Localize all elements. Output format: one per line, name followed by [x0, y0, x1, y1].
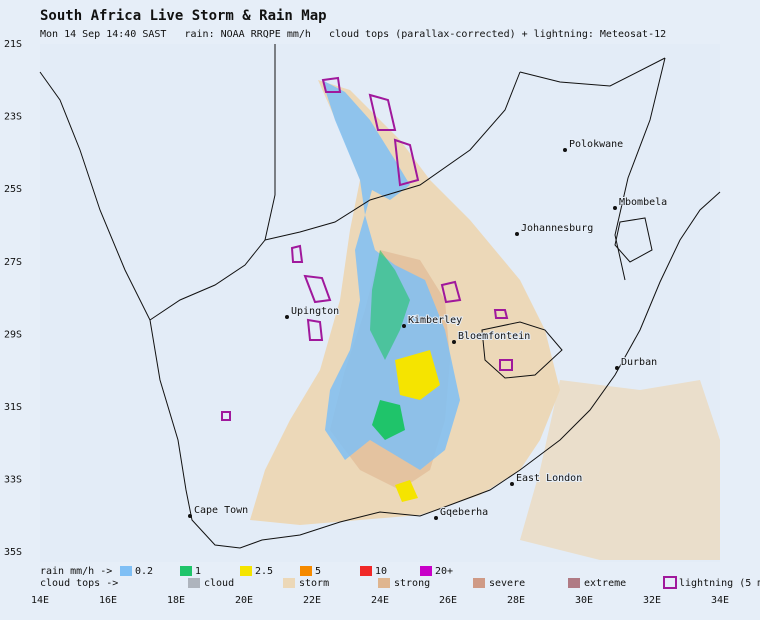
- lon-label: 14E: [31, 595, 49, 606]
- lon-label: 34E: [711, 595, 729, 606]
- city-label: Durban: [621, 357, 657, 368]
- lon-label: 20E: [235, 595, 253, 606]
- cloud-swatch: [283, 578, 295, 588]
- lat-label: 27S: [4, 257, 22, 268]
- lightning: [290, 244, 304, 263]
- rain-label: 2.5: [255, 566, 273, 577]
- rain-label: 10: [375, 566, 387, 577]
- rain-swatch: [360, 566, 372, 576]
- city-label: Polokwane: [569, 139, 623, 150]
- city-dot: [510, 482, 514, 486]
- rain-area: [395, 350, 440, 400]
- lightning: [499, 359, 513, 371]
- city-dot: [285, 315, 289, 319]
- border: [149, 44, 276, 321]
- lat-label: 29S: [4, 329, 22, 340]
- cloud-label: strong: [394, 578, 430, 589]
- lightning: [321, 76, 342, 93]
- cloud-swatch: [188, 578, 200, 588]
- lat-label: 23S: [4, 112, 22, 123]
- coastline: [39, 71, 721, 549]
- cloud-legend-title: cloud tops ->: [40, 578, 118, 589]
- city-dot: [434, 516, 438, 520]
- lightning: [440, 280, 462, 304]
- lightning: [368, 93, 397, 131]
- city-label: Cape Town: [194, 505, 248, 516]
- lon-label: 18E: [167, 595, 185, 606]
- city-dot: [402, 324, 406, 328]
- lat-label: 33S: [4, 475, 22, 486]
- weather-layer: [221, 76, 720, 560]
- city-label: East London: [516, 473, 582, 484]
- city-label: Upington: [291, 306, 339, 317]
- rain-label: 1: [195, 566, 201, 577]
- cloud-swatch: [473, 578, 485, 588]
- lon-label: 22E: [303, 595, 321, 606]
- rain-label: 0.2: [135, 566, 153, 577]
- rain-area: [370, 250, 410, 360]
- lon-label: 26E: [439, 595, 457, 606]
- cloud-label: extreme: [584, 578, 626, 589]
- city-dot: [563, 148, 567, 152]
- title: South Africa Live Storm & Rain Map: [40, 8, 327, 24]
- cloud-label: storm: [299, 578, 329, 589]
- city-label: Kimberley: [408, 315, 462, 326]
- lat-label: 25S: [4, 184, 22, 195]
- city-dot: [452, 340, 456, 344]
- rain-area: [372, 400, 405, 440]
- lightning: [221, 411, 231, 421]
- lat-label: 35S: [4, 547, 22, 558]
- rain-legend-title: rain mm/h ->: [40, 566, 112, 577]
- lightning: [303, 274, 332, 304]
- border: [481, 321, 563, 379]
- storm-cloud: [520, 380, 720, 560]
- subtitle: Mon 14 Sep 14:40 SAST rain: NOAA RRQPE m…: [40, 29, 666, 40]
- cities: Polokwane Mbombela Johannesburg Upington Kim…: [188, 138, 668, 520]
- rain-swatch: [120, 566, 132, 576]
- lon-label: 24E: [371, 595, 389, 606]
- lightning: [493, 309, 509, 319]
- rain-swatch: [300, 566, 312, 576]
- lightning-label: lightning (5 min): [679, 578, 760, 589]
- rain-label: 5: [315, 566, 321, 577]
- city-label: Johannesburg: [521, 223, 593, 234]
- lightning-swatch: [663, 576, 677, 589]
- lon-label: 16E: [99, 595, 117, 606]
- rain-label: 20+: [435, 566, 453, 577]
- lat-label: 21S: [4, 39, 22, 50]
- cloud-label: severe: [489, 578, 525, 589]
- border: [519, 57, 666, 87]
- city-label: Bloemfontein: [458, 331, 530, 342]
- lightning: [393, 138, 420, 187]
- borders: [39, 44, 721, 549]
- cloud-swatch: [378, 578, 390, 588]
- rain-swatch: [420, 566, 432, 576]
- lon-label: 32E: [643, 595, 661, 606]
- city-label: Mbombela: [619, 197, 667, 208]
- cloud-label: cloud: [204, 578, 234, 589]
- axes: 21S 23S 25S 27S 29S 31S 33S 35S 14E 16E 18E 20E 22E 2…: [4, 39, 729, 606]
- city-dot: [615, 366, 619, 370]
- rain-swatch: [240, 566, 252, 576]
- city-dot: [515, 232, 519, 236]
- lon-label: 28E: [507, 595, 525, 606]
- lat-label: 31S: [4, 402, 22, 413]
- border: [614, 217, 653, 263]
- border: [264, 71, 521, 241]
- border: [614, 57, 666, 281]
- lon-label: 30E: [575, 595, 593, 606]
- legend: 0.2 1 2.5 5 10 20+ cloud storm strong severe extre…: [120, 566, 760, 589]
- rain-area: [395, 480, 418, 502]
- rain-swatch: [180, 566, 192, 576]
- cloud-swatch: [568, 578, 580, 588]
- city-dot: [188, 514, 192, 518]
- city-dot: [613, 206, 617, 210]
- city-label: Gqeberha: [440, 507, 488, 518]
- lightning: [306, 318, 324, 341]
